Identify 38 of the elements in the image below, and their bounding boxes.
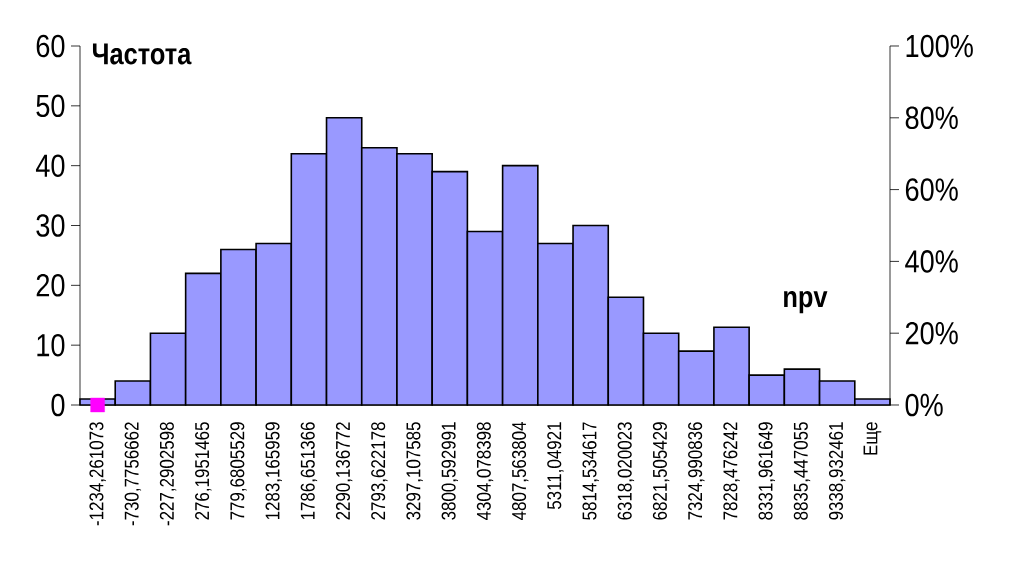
x-tick-label: 7324,990836: [688, 422, 705, 520]
y2-tick-label: 80%: [905, 106, 958, 130]
x-tick-label: 5814,534617: [582, 422, 599, 520]
text: npv: [784, 290, 828, 314]
y-tick-label: 40: [35, 154, 65, 177]
x-tick-label: 7828,476242: [723, 422, 740, 520]
x-tick-label: -730,7756662: [124, 422, 142, 526]
y2-tick-label: 60%: [905, 178, 958, 201]
x-tick-label: 4807,563804: [512, 422, 529, 521]
y-tick-label: 10: [37, 333, 65, 357]
x-tick-label: 9338,932461: [828, 422, 846, 520]
y-tick-label: 50: [36, 94, 65, 118]
x-tick-label: 6318,020023: [617, 422, 635, 520]
x-tick-label: 1786,651366: [300, 422, 318, 520]
x-tick-label: 2290,136772: [335, 422, 353, 520]
x-tick-label: 1283,165959: [265, 422, 282, 520]
x-tick-label: -227,2902598: [159, 422, 177, 526]
y2-tick-label: 20%: [905, 321, 958, 345]
y-tick-label: 60: [36, 34, 65, 58]
x-tick-label: 8835,447055: [793, 422, 811, 520]
y2-tick-label: 100%: [906, 34, 973, 58]
y-tick-label: 30: [36, 214, 65, 237]
x-tick-label: 3297,107585: [406, 422, 423, 520]
y-tick-label: 0: [51, 393, 65, 417]
x-tick-label: 779,6805529: [230, 422, 247, 520]
x-tick-label: 8331,961649: [758, 422, 775, 520]
x-tick-label: -1234,261073: [89, 422, 106, 526]
y-axis-title: Частота: [92, 43, 192, 65]
x-tick-label: 5311,04921: [547, 422, 564, 510]
x-tick-label: Еще: [863, 422, 882, 455]
y2-tick-label: 40%: [905, 250, 958, 273]
y-tick-label: 20: [36, 274, 65, 297]
x-tick-label: 3800,592991: [441, 422, 459, 520]
x-tick-label: 6821,505429: [652, 422, 670, 520]
x-tick-label: 4304,078398: [476, 422, 494, 521]
x-tick-label: 2793,622178: [371, 422, 388, 520]
y2-tick-label: 0%: [905, 393, 943, 417]
x-tick-label: 276,1951465: [195, 422, 212, 520]
